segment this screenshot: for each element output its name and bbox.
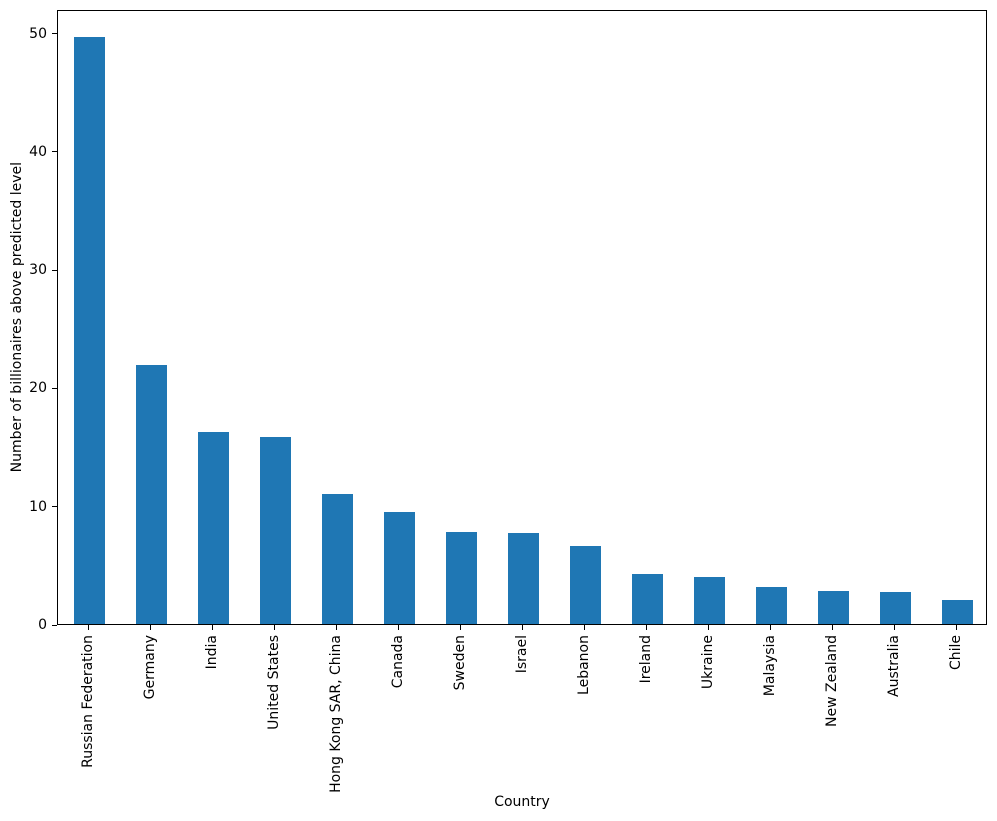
y-tick-mark xyxy=(52,33,57,35)
x-tick-label-text: Hong Kong SAR, China xyxy=(327,635,344,793)
x-tick-label-india: India xyxy=(181,635,243,669)
y-tick-label: 30 xyxy=(29,262,47,279)
x-tick-mark xyxy=(521,625,523,630)
y-axis-title-text: Number of billionaires above predicted l… xyxy=(8,162,25,473)
x-tick-label-text: Lebanon xyxy=(575,635,592,695)
bar-new-zealand xyxy=(817,590,849,624)
x-tick-mark xyxy=(397,625,399,630)
x-tick-label-ukraine: Ukraine xyxy=(677,635,739,689)
x-axis-title: Country xyxy=(494,794,550,810)
x-tick-label-ireland: Ireland xyxy=(615,635,677,683)
x-tick-label-text: Ukraine xyxy=(699,635,716,690)
x-tick-mark xyxy=(769,625,771,630)
bar-malaysia xyxy=(755,587,787,624)
bar-israel xyxy=(507,532,539,624)
x-tick-label-text: Malaysia xyxy=(761,635,778,697)
bar-united-states xyxy=(259,437,291,624)
x-tick-label-malaysia: Malaysia xyxy=(739,635,801,696)
x-tick-label-canada: Canada xyxy=(367,635,429,688)
bar-ireland xyxy=(631,574,663,624)
bar-hong-kong-sar-china xyxy=(321,493,353,624)
bar-lebanon xyxy=(569,545,601,624)
x-tick-label-israel: Israel xyxy=(491,635,553,673)
bar-australia xyxy=(879,592,911,624)
x-tick-label-text: Ireland xyxy=(637,635,654,684)
x-tick-mark xyxy=(955,625,957,630)
x-tick-label-new-zealand: New Zealand xyxy=(801,635,863,727)
x-tick-label-chile: Chile xyxy=(925,635,987,670)
x-tick-mark xyxy=(211,625,213,630)
x-tick-label-united-states: United States xyxy=(243,635,305,730)
bar-ukraine xyxy=(693,576,725,624)
x-tick-label-text: India xyxy=(203,635,220,670)
x-tick-label-text: Australia xyxy=(885,635,902,697)
y-tick-label: 20 xyxy=(29,380,47,397)
x-tick-mark xyxy=(645,625,647,630)
x-tick-label-text: Germany xyxy=(141,635,158,700)
y-tick-label: 10 xyxy=(29,498,47,515)
x-tick-label-germany: Germany xyxy=(119,635,181,699)
bar-sweden xyxy=(445,531,477,624)
x-tick-label-australia: Australia xyxy=(863,635,925,697)
x-tick-label-text: New Zealand xyxy=(823,635,840,727)
bar-chile xyxy=(941,600,973,624)
x-tick-label-text: Israel xyxy=(513,635,530,674)
y-tick-mark xyxy=(52,151,57,153)
x-tick-mark xyxy=(273,625,275,630)
x-tick-label-russian-federation: Russian Federation xyxy=(57,635,119,768)
y-tick-mark xyxy=(52,269,57,271)
bar-india xyxy=(197,432,229,624)
x-tick-label-text: Canada xyxy=(389,635,406,689)
bar-russian-federation xyxy=(73,37,105,624)
x-tick-label-text: United States xyxy=(265,635,282,730)
x-tick-label-hong-kong-sar-china: Hong Kong SAR, China xyxy=(305,635,367,793)
x-tick-mark xyxy=(149,625,151,630)
x-tick-mark xyxy=(707,625,709,630)
bar-germany xyxy=(135,365,167,624)
x-tick-mark xyxy=(87,625,89,630)
x-tick-label-text: Chile xyxy=(947,635,964,671)
bar-canada xyxy=(383,511,415,624)
x-tick-mark xyxy=(831,625,833,630)
y-tick-mark xyxy=(52,506,57,508)
x-tick-label-sweden: Sweden xyxy=(429,635,491,690)
y-tick-label: 50 xyxy=(29,25,47,42)
x-tick-label-text: Sweden xyxy=(451,635,468,691)
plot-area xyxy=(57,10,987,625)
x-tick-mark xyxy=(335,625,337,630)
x-tick-label-lebanon: Lebanon xyxy=(553,635,615,695)
y-axis-title: Number of billionaires above predicted l… xyxy=(4,10,30,625)
x-tick-mark xyxy=(459,625,461,630)
x-tick-mark xyxy=(893,625,895,630)
y-tick-label: 0 xyxy=(38,617,47,633)
y-tick-mark xyxy=(52,387,57,389)
y-tick-label: 40 xyxy=(29,143,47,160)
y-tick-mark xyxy=(52,624,57,626)
x-tick-mark xyxy=(583,625,585,630)
x-tick-label-text: Russian Federation xyxy=(79,635,96,768)
